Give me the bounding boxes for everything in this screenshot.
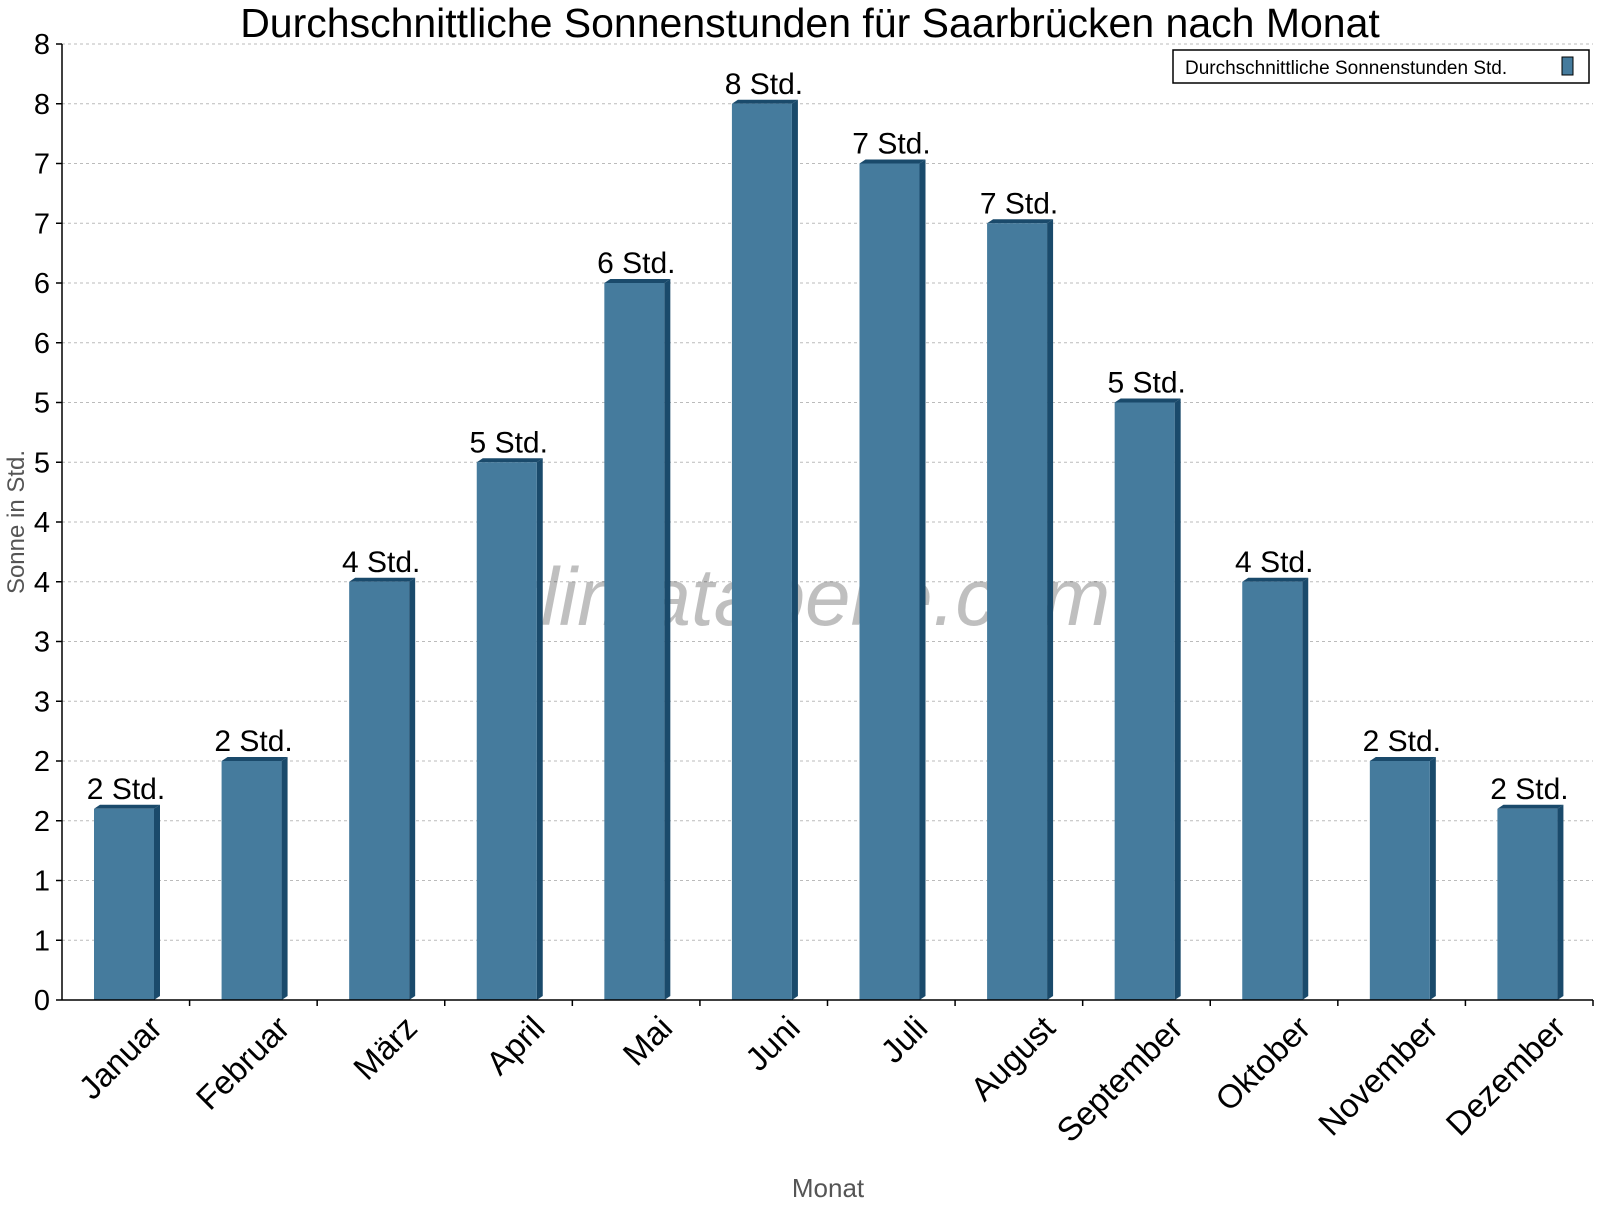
bar-side — [409, 577, 416, 1000]
y-tick-label: 2 — [34, 806, 50, 838]
x-tick-label: Februar — [189, 1009, 297, 1117]
data-label: 7 Std. — [852, 128, 930, 161]
x-tick-label: November — [1311, 1009, 1445, 1143]
y-tick-label: 3 — [34, 627, 50, 659]
bar-top — [1497, 804, 1564, 809]
bar — [987, 223, 1048, 1000]
x-tick-label: August — [963, 1009, 1062, 1108]
bar-side — [281, 757, 288, 1000]
bar-side — [1429, 757, 1436, 1000]
bar-top — [1114, 398, 1181, 403]
bar-top — [987, 219, 1054, 224]
data-label: 7 Std. — [980, 187, 1058, 220]
y-tick-label: 4 — [34, 567, 50, 599]
bar-top — [604, 279, 671, 283]
data-label: 2 Std. — [87, 773, 165, 806]
x-tick-label: April — [479, 1009, 552, 1082]
bar — [1369, 761, 1430, 1000]
data-label: 5 Std. — [1107, 367, 1185, 400]
data-label: 2 Std. — [214, 725, 292, 758]
y-tick-label: 8 — [34, 89, 50, 121]
y-axis-label: Sonne in Std. — [3, 450, 30, 594]
x-axis-ticks: Januar Februar März April Mai Juni Juli AugustS… — [71, 1000, 1594, 1149]
bar — [349, 581, 410, 1000]
y-tick-label: 1 — [34, 866, 50, 898]
y-tick-label: 6 — [34, 328, 50, 360]
bar — [476, 462, 537, 1000]
data-label: 2 Std. — [1490, 773, 1568, 806]
bar-side — [1557, 804, 1564, 1000]
bar — [731, 103, 792, 1000]
bar-top — [859, 159, 926, 164]
chart-title: Durchschnittliche Sonnenstunden für Saar… — [240, 0, 1380, 46]
y-tick-label: 5 — [34, 388, 50, 420]
bar — [94, 808, 154, 1000]
bar-side — [1302, 577, 1309, 1000]
x-axis-label: Monat — [792, 1173, 865, 1200]
x-tick-label: März — [346, 1009, 424, 1087]
bar-top — [1369, 757, 1436, 761]
data-label: 4 Std. — [342, 546, 420, 579]
y-tick-label: 3 — [34, 686, 50, 718]
data-label: 8 Std. — [725, 68, 803, 101]
bar-top — [476, 458, 543, 463]
bar-side — [536, 458, 543, 1000]
bar-top — [349, 577, 416, 582]
bar — [1242, 581, 1303, 1000]
legend-swatch — [1561, 56, 1574, 76]
data-label: 6 Std. — [597, 247, 675, 280]
gridlines — [62, 43, 1593, 941]
bars: 2 Std. 2 Std. 4 Std. 5 Std. 6 Std. 8 Std. 7 St… — [87, 68, 1569, 1000]
bar-side — [1047, 219, 1054, 1000]
y-axis-ticks: 0 1 1 2 2 3 3 4 4 5 5 6 6 7 7 8 8 — [34, 29, 62, 1017]
x-tick-label: Mai — [616, 1009, 680, 1073]
data-label: 2 Std. — [1363, 725, 1441, 758]
y-tick-label: 7 — [34, 208, 50, 240]
bar — [1497, 808, 1558, 1000]
legend: Durchschnittliche Sonnenstunden Std. — [1172, 49, 1590, 84]
bar-side — [791, 99, 798, 1000]
bar-top — [221, 757, 288, 761]
bar-side — [154, 804, 160, 1000]
x-tick-label: Oktober — [1208, 1009, 1317, 1118]
x-tick-label: Dezember — [1439, 1009, 1573, 1143]
bar — [221, 761, 282, 1000]
y-tick-label: 8 — [34, 29, 50, 61]
y-tick-label: 4 — [34, 507, 50, 539]
bar — [604, 283, 665, 1000]
y-tick-label: 7 — [34, 149, 50, 181]
bar-top — [731, 99, 798, 104]
bar-top — [94, 804, 160, 809]
y-tick-label: 5 — [34, 447, 50, 479]
y-tick-label: 0 — [34, 985, 50, 1017]
y-tick-label: 2 — [34, 746, 50, 778]
legend-label: Durchschnittliche Sonnenstunden Std. — [1185, 58, 1507, 79]
data-label: 4 Std. — [1235, 546, 1313, 579]
y-tick-label: 1 — [34, 925, 50, 957]
bar — [859, 163, 920, 1000]
bar-side — [664, 279, 671, 1000]
x-tick-label: September — [1049, 1009, 1189, 1149]
y-tick-label: 6 — [34, 268, 50, 300]
data-label: 5 Std. — [470, 426, 548, 459]
bar-side — [1174, 398, 1181, 1000]
x-tick-label: Juli — [873, 1009, 934, 1070]
x-tick-label: Juni — [738, 1009, 807, 1078]
x-tick-label: Januar — [71, 1009, 169, 1107]
bar-side — [919, 159, 926, 1000]
bar-top — [1242, 577, 1309, 582]
bar — [1114, 402, 1175, 1000]
